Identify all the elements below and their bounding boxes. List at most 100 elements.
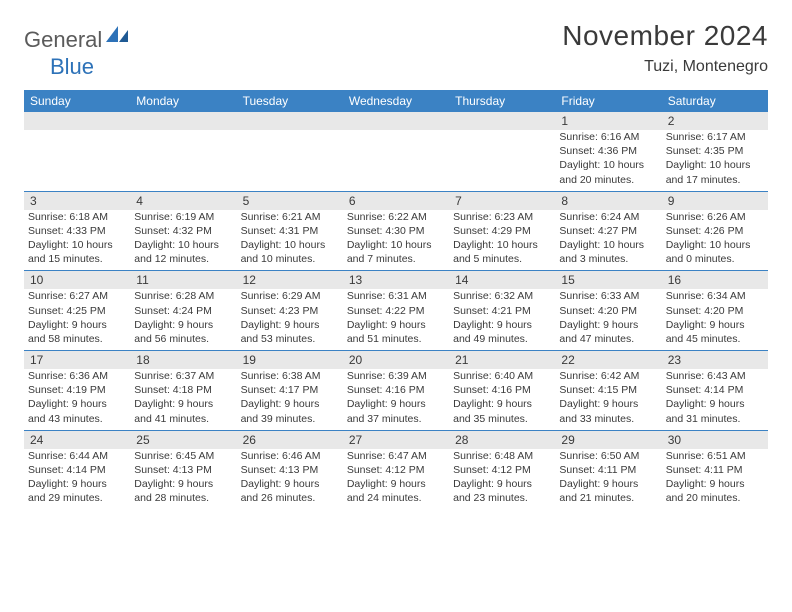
- day-detail-line: and 53 minutes.: [241, 332, 339, 346]
- day-number-cell: [24, 112, 130, 130]
- day-detail-cell: Sunrise: 6:16 AMSunset: 4:36 PMDaylight:…: [555, 130, 661, 191]
- day-number-cell: [449, 112, 555, 130]
- day-detail-line: and 3 minutes.: [559, 252, 657, 266]
- day-detail-cell: [449, 130, 555, 191]
- day-number-cell: 17: [24, 351, 130, 370]
- day-number-cell: 9: [662, 191, 768, 210]
- day-detail-line: Sunrise: 6:47 AM: [347, 449, 445, 463]
- day-detail-line: Sunrise: 6:51 AM: [666, 449, 764, 463]
- day-detail-line: Sunset: 4:33 PM: [28, 224, 126, 238]
- day-detail-cell: Sunrise: 6:47 AMSunset: 4:12 PMDaylight:…: [343, 449, 449, 510]
- day-detail-cell: Sunrise: 6:39 AMSunset: 4:16 PMDaylight:…: [343, 369, 449, 430]
- day-detail-line: Sunrise: 6:28 AM: [134, 289, 232, 303]
- day-detail-cell: Sunrise: 6:34 AMSunset: 4:20 PMDaylight:…: [662, 289, 768, 350]
- day-detail-cell: Sunrise: 6:27 AMSunset: 4:25 PMDaylight:…: [24, 289, 130, 350]
- day-detail-cell: Sunrise: 6:51 AMSunset: 4:11 PMDaylight:…: [662, 449, 768, 510]
- day-number-row: 17181920212223: [24, 351, 768, 370]
- day-detail-line: Sunrise: 6:39 AM: [347, 369, 445, 383]
- day-detail-line: Sunrise: 6:46 AM: [241, 449, 339, 463]
- day-detail-line: Daylight: 10 hours: [241, 238, 339, 252]
- location-label: Tuzi, Montenegro: [562, 58, 768, 76]
- day-detail-line: and 0 minutes.: [666, 252, 764, 266]
- day-detail-cell: [237, 130, 343, 191]
- day-detail-line: Sunset: 4:11 PM: [666, 463, 764, 477]
- day-detail-line: Sunrise: 6:16 AM: [559, 130, 657, 144]
- day-detail-line: and 29 minutes.: [28, 491, 126, 505]
- day-detail-line: Sunset: 4:23 PM: [241, 304, 339, 318]
- day-detail-cell: Sunrise: 6:24 AMSunset: 4:27 PMDaylight:…: [555, 210, 661, 271]
- day-detail-line: Sunset: 4:36 PM: [559, 144, 657, 158]
- logo-text-general: General: [24, 27, 102, 53]
- day-detail-line: and 26 minutes.: [241, 491, 339, 505]
- day-detail-line: and 17 minutes.: [666, 173, 764, 187]
- day-detail-line: and 21 minutes.: [559, 491, 657, 505]
- day-number-cell: 13: [343, 271, 449, 290]
- day-detail-line: Sunset: 4:14 PM: [666, 383, 764, 397]
- day-detail-line: Sunset: 4:16 PM: [453, 383, 551, 397]
- day-detail-line: Daylight: 9 hours: [453, 477, 551, 491]
- day-detail-line: and 41 minutes.: [134, 412, 232, 426]
- title-block: November 2024 Tuzi, Montenegro: [562, 20, 768, 76]
- day-header-fri: Friday: [555, 90, 661, 112]
- day-detail-line: Sunrise: 6:36 AM: [28, 369, 126, 383]
- calendar-table: Sunday Monday Tuesday Wednesday Thursday…: [24, 90, 768, 509]
- day-detail-line: Sunrise: 6:19 AM: [134, 210, 232, 224]
- day-number-cell: 7: [449, 191, 555, 210]
- day-detail-line: and 28 minutes.: [134, 491, 232, 505]
- day-header-sun: Sunday: [24, 90, 130, 112]
- day-detail-line: and 51 minutes.: [347, 332, 445, 346]
- day-number-cell: 27: [343, 430, 449, 449]
- day-number-cell: [237, 112, 343, 130]
- day-number-row: 3456789: [24, 191, 768, 210]
- day-detail-line: Sunset: 4:12 PM: [347, 463, 445, 477]
- day-detail-line: and 56 minutes.: [134, 332, 232, 346]
- day-detail-line: Daylight: 9 hours: [666, 318, 764, 332]
- day-detail-line: Sunrise: 6:43 AM: [666, 369, 764, 383]
- day-detail-line: Sunset: 4:26 PM: [666, 224, 764, 238]
- day-detail-cell: Sunrise: 6:31 AMSunset: 4:22 PMDaylight:…: [343, 289, 449, 350]
- day-number-cell: 11: [130, 271, 236, 290]
- day-detail-row: Sunrise: 6:27 AMSunset: 4:25 PMDaylight:…: [24, 289, 768, 350]
- day-header-thu: Thursday: [449, 90, 555, 112]
- day-detail-line: Sunrise: 6:40 AM: [453, 369, 551, 383]
- day-detail-line: Daylight: 9 hours: [28, 318, 126, 332]
- day-detail-line: and 31 minutes.: [666, 412, 764, 426]
- day-number-cell: 1: [555, 112, 661, 130]
- day-detail-line: and 37 minutes.: [347, 412, 445, 426]
- day-number-row: 10111213141516: [24, 271, 768, 290]
- day-detail-line: and 58 minutes.: [28, 332, 126, 346]
- day-detail-line: Daylight: 9 hours: [28, 477, 126, 491]
- day-detail-line: Sunset: 4:12 PM: [453, 463, 551, 477]
- day-detail-line: Sunset: 4:21 PM: [453, 304, 551, 318]
- day-detail-cell: [24, 130, 130, 191]
- day-detail-cell: [343, 130, 449, 191]
- day-detail-line: Daylight: 9 hours: [241, 477, 339, 491]
- day-detail-line: and 45 minutes.: [666, 332, 764, 346]
- day-detail-line: and 33 minutes.: [559, 412, 657, 426]
- day-detail-cell: Sunrise: 6:40 AMSunset: 4:16 PMDaylight:…: [449, 369, 555, 430]
- day-detail-line: Sunset: 4:25 PM: [28, 304, 126, 318]
- day-detail-line: Daylight: 10 hours: [666, 158, 764, 172]
- day-detail-cell: Sunrise: 6:32 AMSunset: 4:21 PMDaylight:…: [449, 289, 555, 350]
- calendar-page: General November 2024 Tuzi, Montenegro B…: [0, 0, 792, 529]
- day-detail-cell: Sunrise: 6:28 AMSunset: 4:24 PMDaylight:…: [130, 289, 236, 350]
- day-detail-cell: Sunrise: 6:44 AMSunset: 4:14 PMDaylight:…: [24, 449, 130, 510]
- day-detail-line: Sunrise: 6:29 AM: [241, 289, 339, 303]
- day-detail-line: Daylight: 9 hours: [347, 477, 445, 491]
- day-detail-cell: Sunrise: 6:17 AMSunset: 4:35 PMDaylight:…: [662, 130, 768, 191]
- day-detail-line: and 49 minutes.: [453, 332, 551, 346]
- day-number-cell: 15: [555, 271, 661, 290]
- day-number-cell: 18: [130, 351, 236, 370]
- day-number-row: 24252627282930: [24, 430, 768, 449]
- day-detail-line: and 23 minutes.: [453, 491, 551, 505]
- day-detail-line: Daylight: 10 hours: [666, 238, 764, 252]
- day-number-cell: 19: [237, 351, 343, 370]
- day-header-sat: Saturday: [662, 90, 768, 112]
- day-detail-line: Sunset: 4:18 PM: [134, 383, 232, 397]
- day-detail-line: and 10 minutes.: [241, 252, 339, 266]
- day-detail-line: Sunset: 4:14 PM: [28, 463, 126, 477]
- day-number-cell: [343, 112, 449, 130]
- day-number-cell: 25: [130, 430, 236, 449]
- day-detail-line: Daylight: 9 hours: [453, 397, 551, 411]
- day-detail-line: Daylight: 9 hours: [559, 477, 657, 491]
